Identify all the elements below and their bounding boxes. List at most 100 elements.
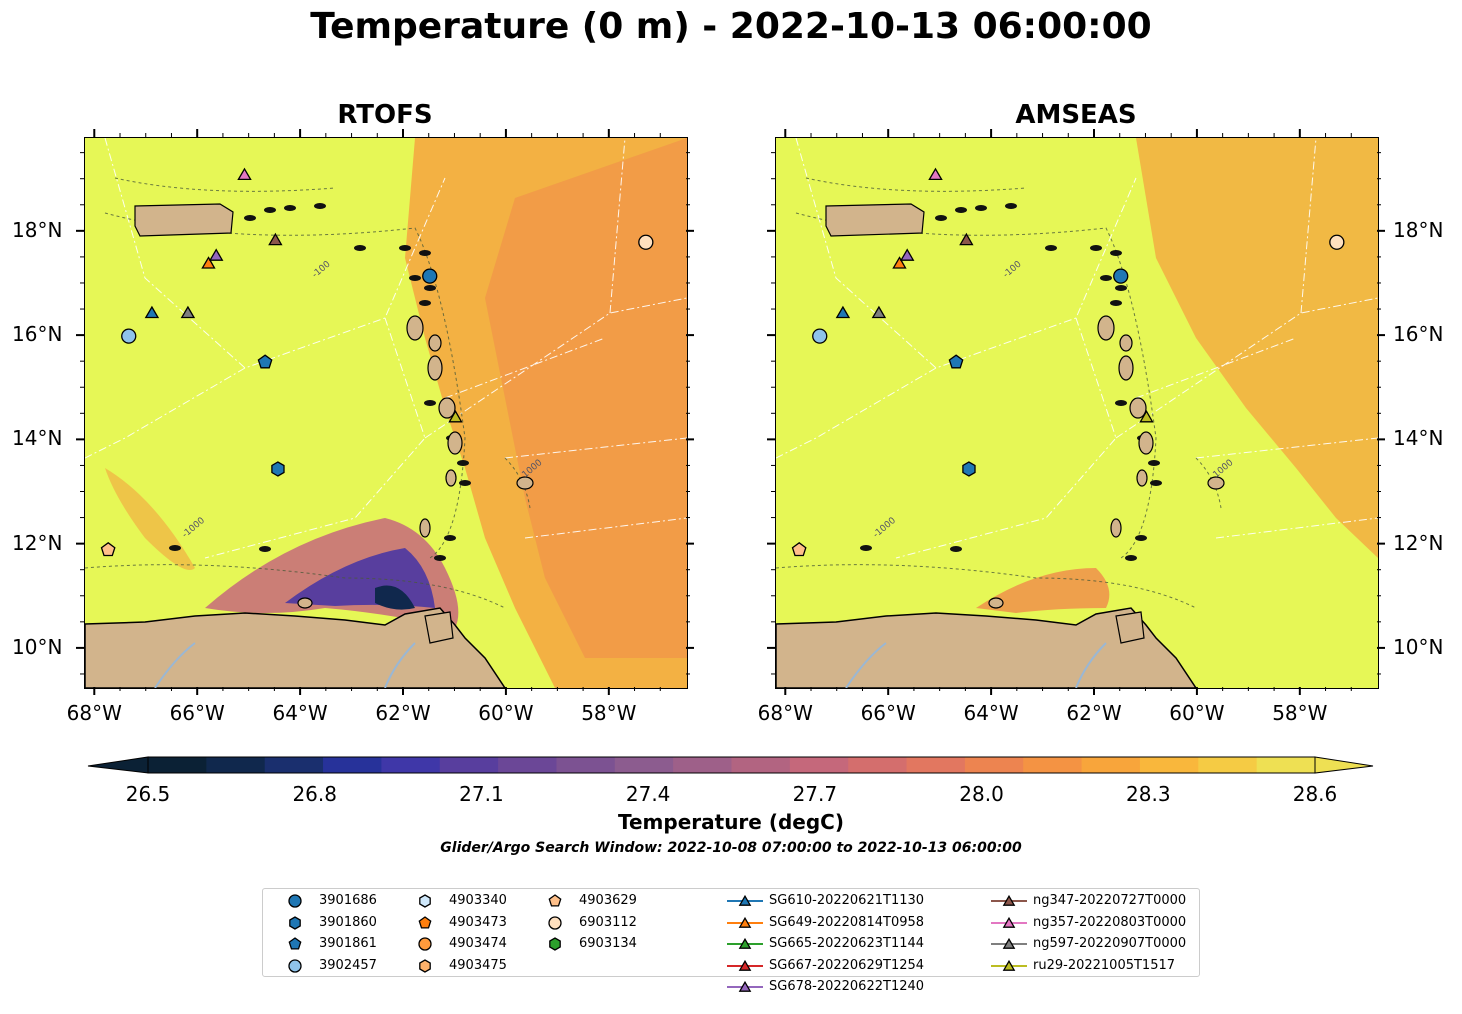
- legend-marker[interactable]: [738, 937, 752, 949]
- legend-marker[interactable]: [1002, 937, 1016, 949]
- obs-marker-ng357-20220803T0000[interactable]: [237, 167, 252, 181]
- island: [419, 250, 431, 256]
- legend-marker[interactable]: [1002, 916, 1016, 928]
- obs-marker-ru29-20221005T1517[interactable]: [1139, 409, 1154, 423]
- island: [955, 207, 967, 213]
- triangle-marker-icon: [991, 959, 1027, 971]
- map-panel-rtofs[interactable]: -100 -1000 1000: [84, 137, 688, 689]
- colorbar-segment: [848, 757, 908, 773]
- legend-marker[interactable]: [738, 894, 752, 906]
- colorbar-tick-label: 27.7: [792, 782, 838, 806]
- legend-marker[interactable]: [288, 958, 302, 973]
- puerto-rico-land: [134, 203, 234, 237]
- colorbar-segment: [498, 757, 557, 773]
- obs-marker-SG649-20220814T0958[interactable]: [892, 256, 907, 269]
- island: [314, 203, 326, 209]
- obs-marker-3902457[interactable]: [121, 328, 137, 344]
- obs-marker-6903112[interactable]: [638, 234, 654, 250]
- colorbar-segment: [148, 757, 207, 773]
- lat-tick-label: 12°N: [1393, 530, 1444, 555]
- eez-boundary: [1115, 297, 1378, 439]
- legend-label: 3902457: [319, 957, 377, 973]
- obs-marker-4903629[interactable]: [791, 541, 807, 557]
- triangle-marker-icon: [991, 894, 1027, 906]
- legend-label: SG610-20220621T1130: [769, 893, 925, 908]
- obs-marker-3901860[interactable]: [271, 461, 285, 477]
- obs-marker-ng347-20220727T0000[interactable]: [268, 232, 283, 246]
- island: [950, 546, 962, 552]
- obs-marker-SG649-20220814T0958[interactable]: [201, 256, 216, 269]
- hexagon-marker-icon: [419, 894, 431, 908]
- colorbar: [87, 756, 1374, 774]
- island: [860, 545, 872, 551]
- obs-marker-ng597-20220907T0000[interactable]: [871, 305, 887, 319]
- obs-marker-SG610-20220621T1130[interactable]: [835, 305, 851, 319]
- obs-marker-6903112[interactable]: [1329, 234, 1345, 250]
- island-land: [297, 597, 313, 609]
- island: [1090, 245, 1102, 251]
- colorbar-segment: [614, 757, 674, 773]
- island: [424, 400, 436, 406]
- lat-tick-label: 16°N: [12, 322, 63, 347]
- coldest-water: [375, 585, 415, 610]
- island: [409, 275, 421, 281]
- colorbar-tick-label: 28.3: [1126, 782, 1171, 806]
- obs-marker-ng597-20220907T0000[interactable]: [180, 305, 196, 319]
- pentagon-marker-icon: [548, 894, 562, 907]
- legend-marker[interactable]: [1002, 959, 1016, 971]
- eez-boundary: [1215, 517, 1378, 539]
- legend-marker[interactable]: [548, 915, 562, 930]
- lat-tick-label: 16°N: [1393, 322, 1444, 347]
- obs-marker-3901860[interactable]: [962, 461, 976, 477]
- obs-marker-SG678-20220622T1240[interactable]: [899, 248, 915, 261]
- legend-marker[interactable]: [418, 915, 432, 929]
- legend-marker[interactable]: [548, 894, 562, 907]
- legend-marker[interactable]: [549, 937, 561, 951]
- legend-marker[interactable]: [419, 894, 431, 908]
- map-panel-amseas[interactable]: -100 -1000 1000: [775, 137, 1379, 689]
- island: [457, 460, 469, 466]
- obs-marker-3901861[interactable]: [257, 354, 273, 369]
- colorbar-segment: [673, 757, 732, 773]
- obs-marker-ru29-20221005T1517[interactable]: [448, 409, 463, 423]
- island: [244, 215, 256, 221]
- legend-marker[interactable]: [418, 937, 432, 951]
- colorbar-segment: [789, 757, 849, 773]
- obs-marker-SG610-20220621T1130[interactable]: [144, 305, 160, 319]
- legend-marker[interactable]: [419, 958, 431, 973]
- lon-tick-label: 68°W: [757, 701, 813, 725]
- lon-tick-label: 58°W: [1272, 701, 1328, 725]
- colorbar-extend-high: [1314, 756, 1374, 774]
- eez-boundary: [104, 138, 446, 369]
- legend-marker[interactable]: [1002, 894, 1016, 906]
- eez-boundary: [795, 138, 1137, 369]
- obs-marker-3901861[interactable]: [948, 354, 964, 369]
- obs-marker-3901686[interactable]: [1113, 268, 1129, 284]
- colorbar-segment: [1256, 757, 1316, 773]
- legend-marker[interactable]: [738, 916, 752, 928]
- obs-marker-ng357-20220803T0000[interactable]: [928, 167, 943, 181]
- legend-marker[interactable]: [288, 894, 302, 908]
- lon-tick-label: 68°W: [66, 701, 122, 725]
- legend-marker[interactable]: [288, 937, 302, 950]
- colorbar-frame: [147, 756, 1316, 774]
- obs-marker-3902457[interactable]: [812, 328, 828, 344]
- obs-marker-ng347-20220727T0000[interactable]: [959, 232, 974, 246]
- obs-marker-3901686[interactable]: [422, 268, 438, 284]
- lat-tick-label: 14°N: [12, 426, 63, 451]
- colorbar-tick-label: 27.4: [625, 782, 671, 806]
- lon-tick-label: 66°W: [169, 701, 225, 725]
- island: [354, 245, 366, 251]
- obs-marker-4903629[interactable]: [100, 541, 116, 557]
- legend-label: ru29-20221005T1517: [1033, 957, 1176, 973]
- island: [444, 535, 456, 541]
- legend-marker[interactable]: [289, 915, 301, 930]
- legend-marker[interactable]: [738, 959, 752, 971]
- obs-marker-SG678-20220622T1240[interactable]: [208, 248, 224, 261]
- eez-boundary: [204, 317, 426, 559]
- legend-marker[interactable]: [738, 980, 752, 992]
- river: [845, 642, 887, 688]
- legend-label: 3901860: [319, 914, 377, 930]
- eez-boundary: [609, 138, 626, 314]
- legend-label: 4903475: [449, 957, 507, 973]
